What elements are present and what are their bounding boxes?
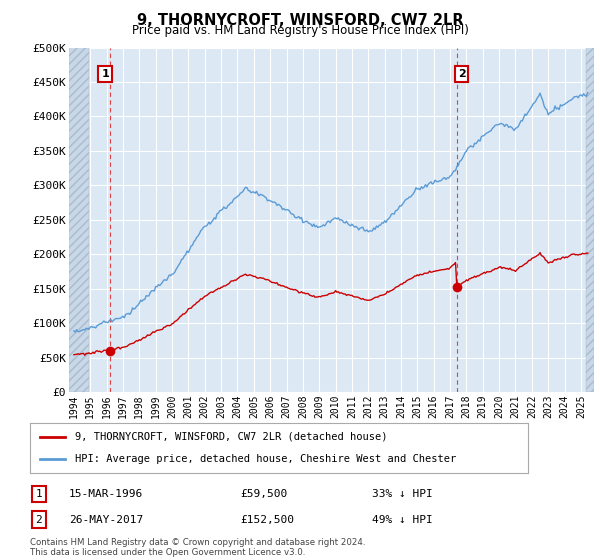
Text: £59,500: £59,500 bbox=[240, 489, 287, 499]
Text: 15-MAR-1996: 15-MAR-1996 bbox=[69, 489, 143, 499]
Text: Contains HM Land Registry data © Crown copyright and database right 2024.
This d: Contains HM Land Registry data © Crown c… bbox=[30, 538, 365, 557]
Text: 1: 1 bbox=[101, 69, 109, 79]
Text: 26-MAY-2017: 26-MAY-2017 bbox=[69, 515, 143, 525]
Text: 2: 2 bbox=[458, 69, 466, 79]
Text: Price paid vs. HM Land Registry's House Price Index (HPI): Price paid vs. HM Land Registry's House … bbox=[131, 24, 469, 37]
Text: 33% ↓ HPI: 33% ↓ HPI bbox=[372, 489, 433, 499]
Text: 1: 1 bbox=[35, 489, 43, 499]
Text: £152,500: £152,500 bbox=[240, 515, 294, 525]
Text: 2: 2 bbox=[35, 515, 43, 525]
Text: 9, THORNYCROFT, WINSFORD, CW7 2LR: 9, THORNYCROFT, WINSFORD, CW7 2LR bbox=[137, 13, 463, 28]
Text: 49% ↓ HPI: 49% ↓ HPI bbox=[372, 515, 433, 525]
Text: 9, THORNYCROFT, WINSFORD, CW7 2LR (detached house): 9, THORNYCROFT, WINSFORD, CW7 2LR (detac… bbox=[75, 432, 388, 442]
Text: HPI: Average price, detached house, Cheshire West and Chester: HPI: Average price, detached house, Ches… bbox=[75, 454, 456, 464]
